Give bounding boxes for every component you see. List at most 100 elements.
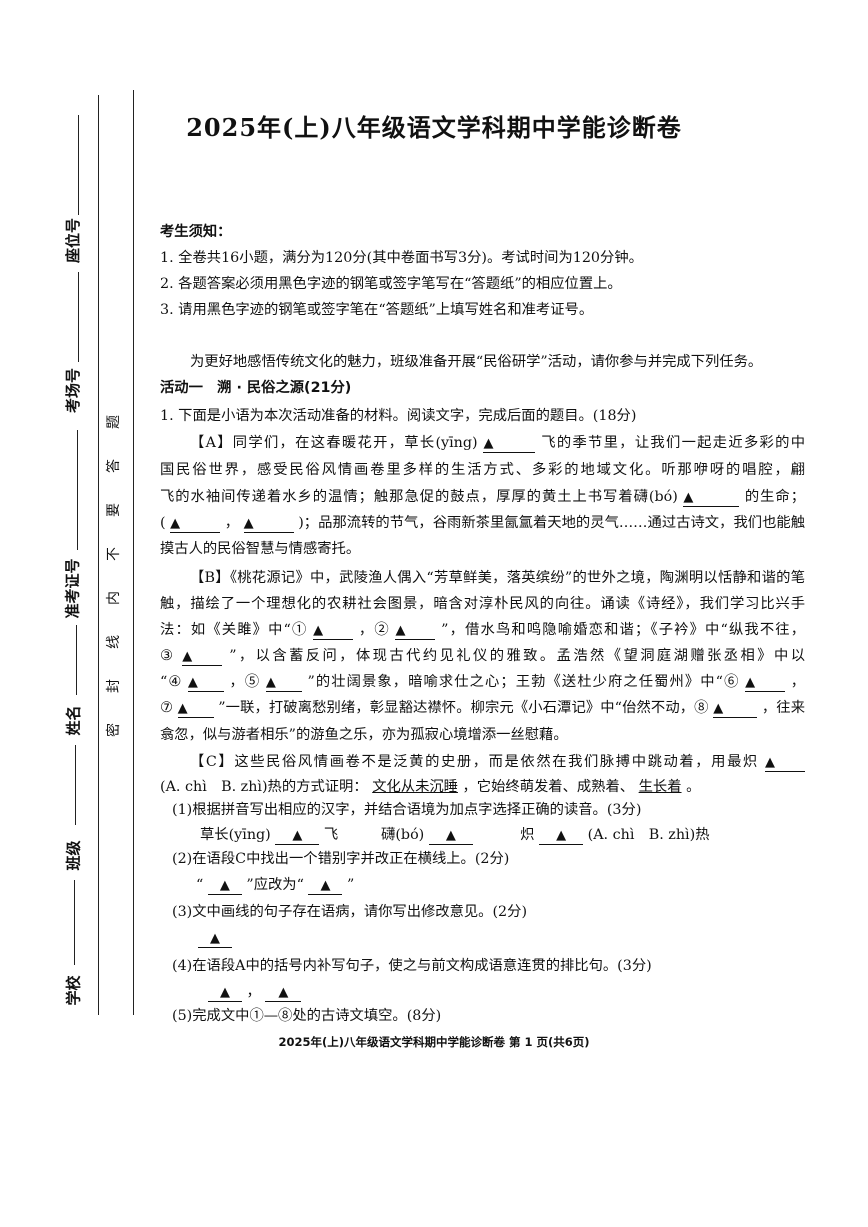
passage-line: (A. chì B. zhì)热的方式证明： 文化从未沉睡 ，它始终萌发着、成熟…	[160, 777, 700, 797]
answer-blank[interactable]: ▲	[170, 516, 221, 533]
seal-char: 答	[106, 459, 122, 473]
exam-room-field[interactable]	[78, 272, 79, 362]
answer-blank[interactable]: ▲	[243, 516, 294, 533]
answer-blank[interactable]: ▲	[428, 828, 473, 845]
text: 翕忽，似与游者相乐”的游鱼之乐，亦为孤寂心境增添一丝慰藉。	[160, 727, 568, 743]
sub-question: (2)在语段C中找出一个错别字并改正在横线上。(2分)	[172, 851, 510, 867]
answer-line: 草长(yīng) ▲ 飞 礴(bó) ▲ 炽 ▲ (A. chì B. zhì)…	[200, 825, 710, 845]
passage-line: 【A】同学们，在这春暖花开，草长(yīng) ▲ 飞的季节里，让我们一起走近多彩…	[190, 433, 805, 453]
seal-char: 线	[106, 635, 122, 649]
answer-blank[interactable]: ▲	[208, 985, 242, 1002]
page-title: 2025年(上)八年级语文学科期中学能诊断卷	[186, 113, 682, 142]
label-seat-number: 座位号	[64, 217, 83, 264]
sub-question: (5)完成文中①—⑧处的古诗文填空。(8分)	[172, 1008, 442, 1024]
text: (A. chì B. zhì)热的方式证明：	[160, 779, 368, 795]
answer-blank[interactable]: ▲	[275, 828, 320, 845]
seal-char: 内	[106, 591, 122, 605]
label-exam-room: 考场号	[64, 367, 83, 414]
passage-line: 【B】《桃花源记》中，武陵渔人偶入“芳草鲜美，落英缤纷”的世外之境，陶渊明以恬静…	[190, 568, 805, 588]
text: ，它始终萌发着、成熟着、	[462, 779, 635, 795]
answer-blank[interactable]: ▲	[745, 675, 786, 692]
answer-blank[interactable]: ▲	[177, 701, 214, 718]
underlined-text: 文化从未沉睡	[372, 779, 458, 795]
answer-blank[interactable]: ▲	[483, 436, 536, 453]
label-school: 学校	[64, 975, 83, 1006]
answer-blank[interactable]: ▲	[187, 675, 224, 692]
passage-line: 飞的水袖间传递着水乡的温情；触那急促的鼓点，厚厚的黄土上书写着礴(bó) ▲ 的…	[160, 487, 805, 507]
answer-blank[interactable]: ▲	[713, 701, 758, 718]
text: “	[196, 877, 204, 893]
school-field[interactable]	[74, 880, 75, 965]
answer-blank[interactable]: ▲	[308, 878, 343, 895]
binding-line-inner	[133, 90, 134, 1015]
seal-char: 题	[106, 415, 122, 429]
passage-line: 国民俗世界，感受民俗风情画卷里多样的生活方式、多彩的地域文化。听那咿呀的唱腔，翩	[160, 460, 805, 480]
seat-number-field[interactable]	[78, 115, 79, 215]
passage-line: ( ▲ ， ▲ )；品那流转的节气，谷雨新茶里氤氲着天地的灵气……通过古诗文，我…	[160, 513, 805, 533]
text: ”，以含蓄反问，体现古代约见礼仪的雅致。孟浩然《望洞庭湖赠张丞相》中以	[229, 648, 805, 664]
notice-item: 2. 各题答案必须用黑色字迹的钢笔或签字笔写在“答题纸”的相应位置上。	[160, 276, 622, 292]
answer-blank[interactable]: ▲	[182, 649, 223, 666]
text: ，	[224, 515, 240, 531]
answer-blank[interactable]: ▲	[765, 755, 805, 772]
passage-line: “④ ▲ ，⑤ ▲ ”的壮阔景象，暗喻求仕之心；王勃《送杜少府之任蜀州》中“⑥ …	[160, 672, 805, 692]
text: ”	[347, 877, 355, 893]
question-1: 1. 下面是小语为本次活动准备的材料。阅读文字，完成后面的题目。(18分)	[160, 408, 637, 424]
answer-line: “ ▲ ”应改为“ ▲ ”	[196, 875, 354, 895]
text: 法：如《关雎》中“①	[160, 622, 308, 638]
text: ，②	[358, 622, 390, 638]
text: ⑦	[160, 700, 173, 716]
binding-line-outer	[98, 95, 99, 1015]
passage-line: 触，描绘了一个理想化的农耕社会图景，暗含对淳朴民风的向往。诵读《诗经》，我们学习…	[160, 594, 805, 614]
page-footer: 2025年(上)八年级语文学科期中学能诊断卷 第 1 页(共6页)	[278, 1035, 590, 1049]
class-field[interactable]	[75, 745, 76, 825]
activity-heading: 活动一 溯 · 民俗之源(21分)	[160, 380, 352, 396]
answer-blank[interactable]: ▲	[265, 675, 302, 692]
text: 国民俗世界，感受民俗风情画卷里多样的生活方式、多彩的地域文化。听那咿呀的唱腔，翩	[160, 462, 805, 478]
text: 【A】同学们，在这春暖花开，草长(yīng)	[190, 435, 478, 451]
answer-blank[interactable]: ▲	[683, 490, 740, 507]
sub-question: (1)根据拼音写出相应的汉字，并结合语境为加点字选择正确的读音。(3分)	[172, 802, 642, 818]
intro-text: 为更好地感悟传统文化的魅力，班级准备开展“民俗研学”活动，请你参与并完成下列任务…	[190, 354, 763, 370]
label-class: 班级	[64, 840, 83, 871]
seal-char: 要	[106, 503, 122, 517]
label-name: 姓名	[64, 705, 83, 736]
text: 。	[686, 779, 701, 795]
seal-char: 封	[106, 679, 122, 693]
passage-line: ③ ▲ ”，以含蓄反问，体现古代约见礼仪的雅致。孟浩然《望洞庭湖赠张丞相》中以	[160, 646, 805, 666]
sub-question: (4)在语段A中的括号内补写句子，使之与前文构成语意连贯的排比句。(3分)	[172, 958, 652, 974]
answer-blank[interactable]: ▲	[539, 828, 584, 845]
text: “④	[160, 674, 183, 690]
text: 草长(yīng)	[200, 827, 271, 843]
text: ，	[246, 984, 261, 1000]
text: ”应改为“	[246, 877, 304, 893]
answer-blank[interactable]: ▲	[395, 623, 436, 640]
admission-number-field[interactable]	[77, 430, 78, 550]
text: (	[160, 515, 166, 531]
passage-line: ⑦ ▲ ”一联，打破离愁别绪，彰显豁达襟怀。柳宗元《小石潭记》中“佁然不动，⑧ …	[160, 698, 805, 718]
text: 炽	[477, 827, 535, 843]
answer-blank[interactable]: ▲	[198, 931, 232, 948]
answer-blank[interactable]: ▲	[265, 985, 302, 1002]
passage-line: 翕忽，似与游者相乐”的游鱼之乐，亦为孤寂心境增添一丝慰藉。	[160, 725, 568, 745]
text: (A. chì B. zhì)热	[587, 827, 710, 843]
text: 【B】《桃花源记》中，武陵渔人偶入“芳草鲜美，落英缤纷”的世外之境，陶渊明以恬静…	[190, 570, 805, 586]
text: ”一联，打破离愁别绪，彰显豁达襟怀。柳宗元《小石潭记》中“佁然不动，⑧	[218, 700, 709, 716]
label-admission-number: 准考证号	[63, 558, 82, 619]
sub-question: (3)文中画线的句子存在语病，请你写出修改意见。(2分)	[172, 904, 528, 920]
text: ③	[160, 648, 176, 664]
text: 飞的季节里，让我们一起走近多彩的中	[541, 435, 805, 451]
notice-item: 1. 全卷共16小题，满分为120分(其中卷面书写3分)。考试时间为120分钟。	[160, 250, 643, 266]
passage-line: 摸古人的民俗智慧与情感寄托。	[160, 539, 360, 559]
text: 触，描绘了一个理想化的农耕社会图景，暗含对淳朴民风的向往。诵读《诗经》，我们学习…	[160, 596, 805, 612]
text: )；品那流转的节气，谷雨新茶里氤氲着天地的灵气……通过古诗文，我们也能触	[298, 515, 805, 531]
answer-line: ▲	[198, 928, 232, 948]
text: ”的壮阔景象，暗喻求仕之心；王勃《送杜少府之任蜀州》中“⑥	[307, 674, 740, 690]
text: 摸古人的民俗智慧与情感寄托。	[160, 541, 361, 557]
passage-line: 法：如《关雎》中“① ▲ ，② ▲ ”，借水鸟和鸣隐喻婚恋和谐；《子衿》中“纵我…	[160, 620, 805, 640]
text: ，	[790, 674, 805, 690]
answer-blank[interactable]: ▲	[207, 878, 242, 895]
text: ，⑤	[229, 674, 261, 690]
answer-blank[interactable]: ▲	[313, 623, 354, 640]
name-field[interactable]	[76, 625, 77, 695]
